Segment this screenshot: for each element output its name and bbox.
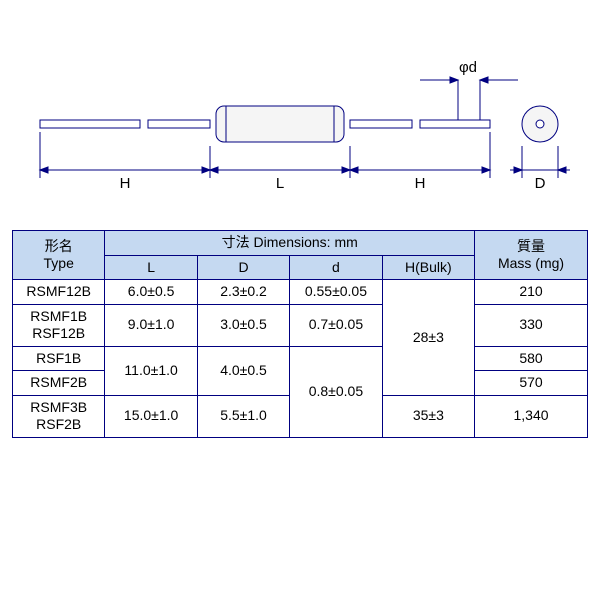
cell-D: 4.0±0.5	[197, 346, 289, 395]
th-D: D	[197, 255, 289, 280]
cell-d: 0.7±0.05	[290, 304, 382, 346]
cell-L: 11.0±1.0	[105, 346, 197, 395]
th-L: L	[105, 255, 197, 280]
type-cell: RSMF2B	[13, 371, 105, 396]
th-d: d	[290, 255, 382, 280]
label-H-left: H	[120, 175, 131, 192]
cell-mass: 210	[475, 280, 588, 305]
th-dims: 寸法 Dimensions: mm	[105, 231, 475, 256]
cell-D: 5.5±1.0	[197, 395, 289, 437]
label-D: D	[535, 175, 546, 192]
page: φd	[0, 0, 600, 600]
cell-H: 28±3	[382, 280, 474, 396]
cell-L: 6.0±0.5	[105, 280, 197, 305]
label-H-right: H	[415, 175, 426, 192]
type-cell: RSMF3B RSF2B	[13, 395, 105, 437]
label-phi-d: φd	[459, 60, 477, 76]
cell-mass: 1,340	[475, 395, 588, 437]
component-diagram: φd	[20, 60, 580, 200]
th-mass: 質量 Mass (mg)	[475, 231, 588, 280]
cell-L: 9.0±1.0	[105, 304, 197, 346]
cell-mass: 570	[475, 371, 588, 396]
label-L: L	[276, 175, 284, 192]
th-H: H(Bulk)	[382, 255, 474, 280]
type-cell: RSMF12B	[13, 280, 105, 305]
cell-H: 35±3	[382, 395, 474, 437]
dimensions-table: 形名 Type 寸法 Dimensions: mm 質量 Mass (mg) L…	[12, 230, 588, 438]
type-cell: RSMF1B RSF12B	[13, 304, 105, 346]
cell-d: 0.8±0.05	[290, 346, 382, 437]
cell-mass: 580	[475, 346, 588, 371]
type-cell: RSF1B	[13, 346, 105, 371]
cell-L: 15.0±1.0	[105, 395, 197, 437]
cell-D: 2.3±0.2	[197, 280, 289, 305]
cell-mass: 330	[475, 304, 588, 346]
cell-D: 3.0±0.5	[197, 304, 289, 346]
th-type: 形名 Type	[13, 231, 105, 280]
cell-d: 0.55±0.05	[290, 280, 382, 305]
